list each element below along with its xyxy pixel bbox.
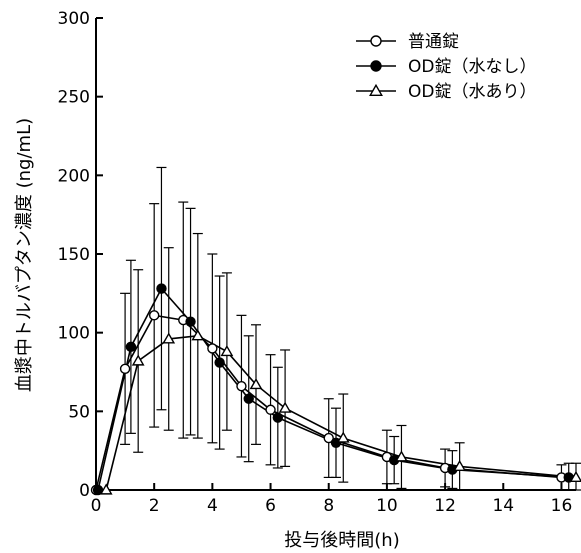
y-tick-label: 0 — [79, 481, 90, 501]
data-point-series-3 — [220, 344, 234, 357]
data-point-series-3 — [569, 470, 581, 482]
y-tick-label: 150 — [58, 245, 90, 265]
legend-marker-3 — [369, 83, 383, 97]
x-tick-label: 12 — [434, 496, 456, 516]
x-tick-label: 14 — [492, 496, 514, 516]
x-tick-label: 4 — [207, 496, 218, 516]
y-tick-label: 100 — [58, 324, 90, 344]
data-point-series-3 — [278, 401, 292, 413]
series-markers — [90, 283, 581, 496]
data-point-series-1 — [148, 310, 160, 321]
data-point-series-3 — [99, 483, 113, 495]
data-point-series-1 — [236, 380, 247, 392]
y-tick-label: 50 — [68, 402, 90, 422]
y-tick-label: 250 — [58, 88, 90, 108]
x-tick-label: 10 — [376, 496, 398, 516]
data-point-series-3 — [162, 332, 176, 344]
data-point-series-2 — [156, 283, 167, 294]
legend-label-2: OD錠（水なし） — [408, 57, 536, 77]
y-tick-label: 200 — [58, 166, 90, 186]
x-tick-label: 6 — [265, 496, 276, 516]
data-point-series-2 — [243, 393, 254, 404]
x-axis-label: 投与後時間(h) — [284, 530, 399, 551]
legend-label-1: 普通錠 — [408, 32, 459, 52]
data-point-series-1 — [119, 363, 131, 375]
x-tick-label: 0 — [91, 496, 102, 516]
x-tick-label: 16 — [551, 496, 573, 516]
y-tick-label: 300 — [58, 9, 90, 29]
data-point-series-2 — [125, 341, 137, 353]
legend-marker-2 — [370, 60, 382, 72]
legend-marker-1 — [370, 35, 382, 47]
x-tick-label: 8 — [323, 496, 334, 516]
data-point-series-2 — [272, 412, 284, 423]
data-point-series-3 — [453, 459, 467, 471]
legend-label-3: OD錠（水あり） — [408, 82, 536, 102]
data-point-series-3 — [395, 450, 408, 462]
data-point-series-2 — [214, 357, 225, 368]
data-point-series-1 — [323, 432, 334, 444]
data-point-series-1 — [265, 404, 276, 415]
data-point-series-2 — [185, 316, 196, 327]
data-point-series-3 — [336, 431, 350, 443]
y-axis-label: 血漿中トルバプタン濃度 (ng/mL) — [14, 118, 35, 392]
x-tick-label: 2 — [149, 496, 160, 516]
data-point-series-1 — [207, 343, 218, 354]
data-point-series-3 — [249, 378, 263, 390]
series-line-3 — [105, 334, 577, 491]
legend: 普通錠 OD錠（水なし） OD錠（水あり） — [356, 32, 536, 102]
data-point-series-3 — [191, 329, 205, 341]
error-bars — [120, 166, 581, 491]
data-point-series-3 — [131, 354, 145, 366]
axes: 0 50 100 150 200 250 300 0 2 4 6 8 10 12 14 16 — [58, 9, 576, 516]
